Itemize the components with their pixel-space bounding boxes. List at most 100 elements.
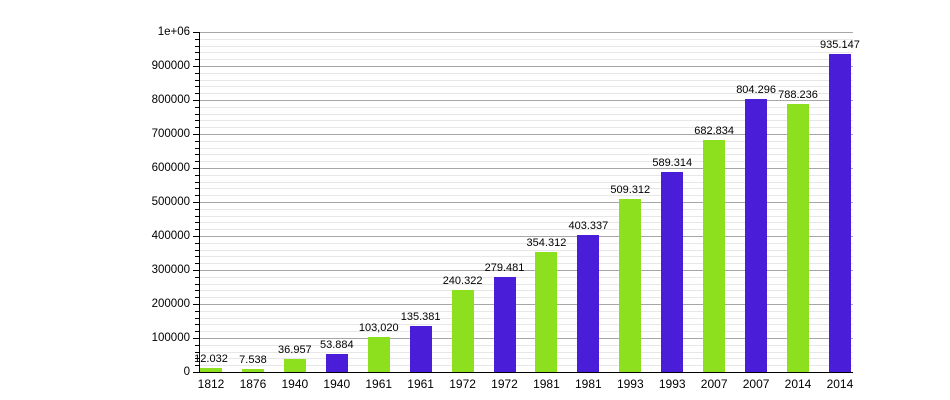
gridline-minor (200, 365, 853, 367)
gridline-minor (200, 351, 853, 353)
gridline-major (200, 202, 853, 203)
bar-value-label: 103,020 (358, 321, 399, 334)
bar-value-label: 53.884 (319, 338, 354, 351)
y-axis-minor-tick (195, 140, 199, 142)
y-axis-major-tick (193, 202, 199, 203)
gridline-minor (200, 324, 853, 326)
y-axis-label: 400000 (151, 230, 190, 242)
y-axis-label: 100000 (151, 332, 190, 344)
y-axis-label: 600000 (151, 162, 190, 174)
y-axis-minor-tick (195, 256, 199, 258)
x-axis-label: 2007 (742, 377, 770, 391)
y-axis-minor-tick (195, 86, 199, 88)
gridline-minor (200, 317, 853, 319)
y-axis-major-tick (193, 270, 199, 271)
y-axis-minor-tick (195, 215, 199, 217)
y-axis-minor-tick (195, 229, 199, 231)
gridline-minor (200, 276, 853, 278)
y-axis-major-tick (193, 100, 199, 101)
y-axis-minor-tick (195, 120, 199, 122)
x-axis-label: 2014 (784, 377, 812, 391)
x-axis-label: 1993 (616, 377, 644, 391)
bar-value-label: 682.834 (694, 124, 735, 137)
x-axis-label: 1981 (575, 377, 602, 391)
gridline-major (200, 236, 853, 237)
y-axis-minor-tick (195, 174, 199, 176)
y-axis-major-tick (193, 304, 199, 305)
y-axis-label: 500000 (151, 196, 190, 208)
bar-value-label: 589.314 (652, 156, 693, 169)
gridline-minor (200, 208, 853, 210)
x-axis-label: 1876 (239, 377, 267, 391)
x-axis-label: 1981 (533, 377, 560, 391)
gridline-minor (200, 229, 853, 231)
gridline-minor (200, 331, 853, 333)
gridline-minor (200, 86, 853, 88)
bar-value-label: 135.381 (400, 310, 441, 323)
y-axis-minor-tick (195, 297, 199, 299)
bar (787, 104, 810, 372)
y-axis-major-tick (193, 32, 199, 33)
gridline-major (200, 270, 853, 271)
gridline-minor (200, 106, 853, 108)
gridline-minor (200, 263, 853, 265)
y-axis-major-tick (193, 134, 199, 135)
y-axis-label: 700000 (151, 128, 190, 140)
bar (661, 171, 684, 372)
bar-value-label: 7.538 (239, 354, 267, 367)
y-axis-minor-tick (195, 344, 199, 346)
gridline-minor (200, 113, 853, 115)
y-axis-minor-tick (195, 195, 199, 197)
bar (619, 198, 642, 372)
y-axis-minor-tick (195, 59, 199, 61)
gridline-minor (200, 127, 853, 129)
gridline-major (200, 100, 853, 101)
gridline-minor (200, 222, 853, 224)
gridline-minor (200, 154, 853, 156)
bar-value-label: 279.481 (484, 261, 525, 274)
plot-area: 12.032 7.538 36.957 53.884 103,020 135.381 240… (194, 32, 860, 373)
y-axis-minor-tick (195, 79, 199, 81)
bar (535, 251, 558, 372)
gridline-minor (200, 59, 853, 61)
y-axis-label: 0 (183, 366, 190, 378)
y-axis-minor-tick (195, 208, 199, 210)
y-axis-minor-tick (195, 113, 199, 115)
y-axis-major-tick (193, 168, 199, 169)
y-axis-major-tick (193, 66, 199, 67)
gridline-minor (200, 310, 853, 312)
bar (283, 359, 306, 372)
y-axis-minor-tick (195, 263, 199, 265)
gridline-minor (200, 181, 853, 183)
gridline-major (200, 66, 853, 67)
y-axis-minor-tick (195, 276, 199, 278)
bar-value-label: 403.337 (568, 219, 609, 232)
y-axis-major-tick (193, 372, 199, 373)
y-axis-minor-tick (195, 147, 199, 149)
gridline-minor (200, 52, 853, 54)
x-axis-label: 1972 (449, 377, 476, 391)
y-axis-minor-tick (195, 283, 199, 285)
bar (409, 325, 432, 372)
y-axis-minor-tick (195, 154, 199, 156)
bar-value-label: 935.147 (820, 39, 860, 52)
bar-value-label: 12.032 (194, 352, 228, 365)
bar (493, 276, 516, 372)
gridline-minor (200, 195, 853, 197)
y-axis-minor-tick (195, 38, 199, 40)
y-axis-label: 800000 (151, 94, 190, 106)
y-axis-minor-tick (195, 188, 199, 190)
gridline-minor (200, 344, 853, 346)
y-axis-major-tick (193, 338, 199, 339)
gridline-minor (200, 38, 853, 40)
bar (451, 290, 474, 372)
x-axis-label: 1961 (407, 377, 434, 391)
y-axis-label: 1e+06 (157, 26, 190, 38)
x-axis-label: 2007 (700, 377, 728, 391)
y-axis-major-tick (193, 236, 199, 237)
y-axis-minor-tick (195, 181, 199, 183)
x-axis-label: 1972 (491, 377, 518, 391)
bar (367, 336, 390, 372)
y-axis-minor-tick (195, 161, 199, 163)
